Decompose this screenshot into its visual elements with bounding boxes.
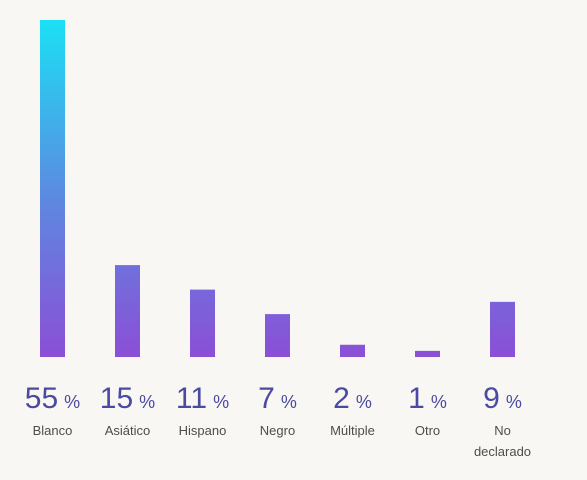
value-unit: %: [506, 392, 522, 412]
category-labels-group: Blanco Asiático Hispano Negro Múltiple Otro No…: [33, 423, 531, 459]
category-label-hispano: Hispano: [179, 423, 227, 438]
category-label-blanco: Blanco: [33, 423, 73, 438]
value-number: 2: [333, 382, 350, 415]
category-label-no-declarado-line-1: No: [494, 423, 511, 438]
value-label-blanco: 55%: [25, 382, 80, 415]
category-label-asiatico: Asiático: [105, 423, 151, 438]
category-label-negro: Negro: [260, 423, 295, 438]
bar-otro: [415, 350, 440, 357]
category-label-no-declarado-line-2: declarado: [474, 444, 531, 459]
value-number: 55: [25, 382, 58, 415]
value-labels-group: 55% 15% 11% 7% 2% 1% 9%: [25, 382, 522, 415]
value-unit: %: [431, 392, 447, 412]
value-number: 15: [100, 382, 133, 415]
value-unit: %: [139, 392, 155, 412]
bar-asiatico: [115, 265, 140, 357]
value-label-otro: 1%: [408, 382, 447, 415]
value-unit: %: [64, 392, 80, 412]
value-label-asiatico: 15%: [100, 382, 155, 415]
value-number: 1: [408, 382, 425, 415]
value-label-multiple: 2%: [333, 382, 372, 415]
bar-negro: [265, 314, 290, 357]
bars-group: [40, 20, 515, 357]
bar-multiple: [340, 344, 365, 357]
bar-blanco: [40, 20, 65, 357]
value-unit: %: [213, 392, 229, 412]
value-number: 7: [258, 382, 275, 415]
value-label-no-declarado: 9%: [483, 382, 522, 415]
bar-no-declarado: [490, 301, 515, 357]
value-unit: %: [356, 392, 372, 412]
bar-hispano: [190, 289, 215, 357]
value-label-negro: 7%: [258, 382, 297, 415]
value-label-hispano: 11%: [176, 382, 229, 415]
value-unit: %: [281, 392, 297, 412]
value-number: 9: [483, 382, 500, 415]
category-label-otro: Otro: [415, 423, 440, 438]
value-number: 11: [176, 382, 207, 415]
category-label-multiple: Múltiple: [330, 423, 375, 438]
